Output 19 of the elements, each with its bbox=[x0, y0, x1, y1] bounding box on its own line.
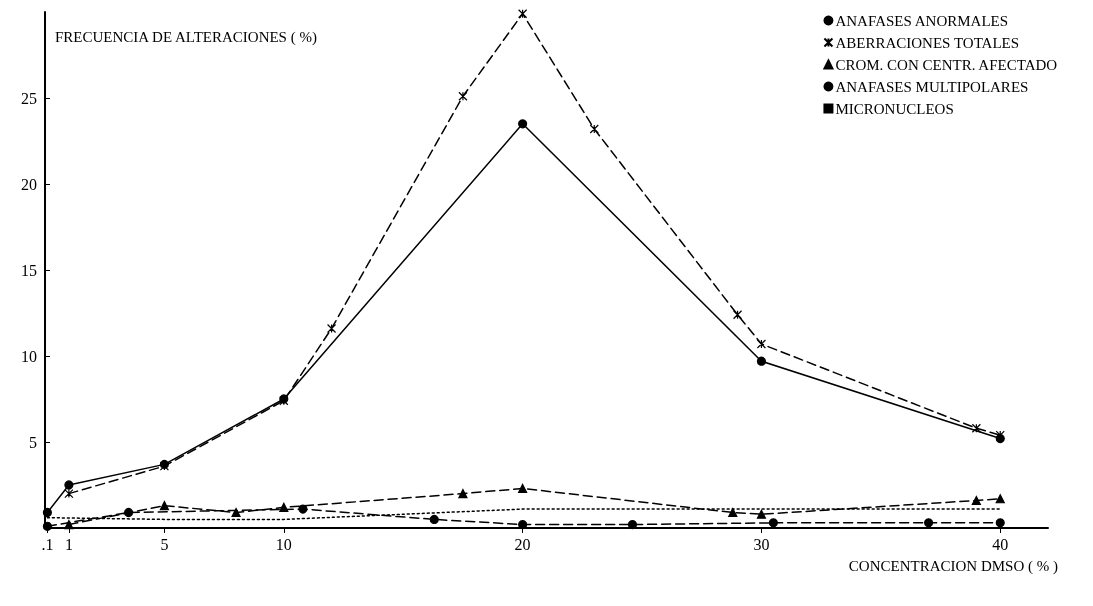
x-tick-label: 1 bbox=[64, 535, 73, 553]
y-tick-label: 25 bbox=[21, 89, 37, 107]
y-tick-label: 10 bbox=[21, 347, 37, 365]
x-tick-label: 20 bbox=[514, 535, 531, 553]
legend-label: ANAFASES MULTIPOLARES bbox=[835, 78, 1029, 95]
legend-label: CROM. CON CENTR. AFECTADO bbox=[835, 56, 1058, 73]
y-tick-label: 15 bbox=[21, 261, 37, 279]
y-axis-title: FRECUENCIA DE ALTERACIONES ( %) bbox=[55, 28, 317, 46]
legend-label: ANAFASES ANORMALES bbox=[835, 12, 1009, 29]
x-tick-label: 5 bbox=[160, 535, 169, 553]
y-tick-label: 5 bbox=[29, 433, 37, 451]
x-tick-label: 10 bbox=[275, 535, 292, 553]
x-tick-label: .1 bbox=[41, 535, 54, 553]
legend-label: ABERRACIONES TOTALES bbox=[835, 34, 1020, 51]
legend-label: MICRONUCLEOS bbox=[835, 100, 954, 117]
y-tick-label: 20 bbox=[21, 175, 37, 193]
x-tick-label: 40 bbox=[992, 535, 1009, 553]
x-tick-label: 30 bbox=[753, 535, 770, 553]
x-axis-title: CONCENTRACION DMSO ( % ) bbox=[848, 557, 1058, 575]
